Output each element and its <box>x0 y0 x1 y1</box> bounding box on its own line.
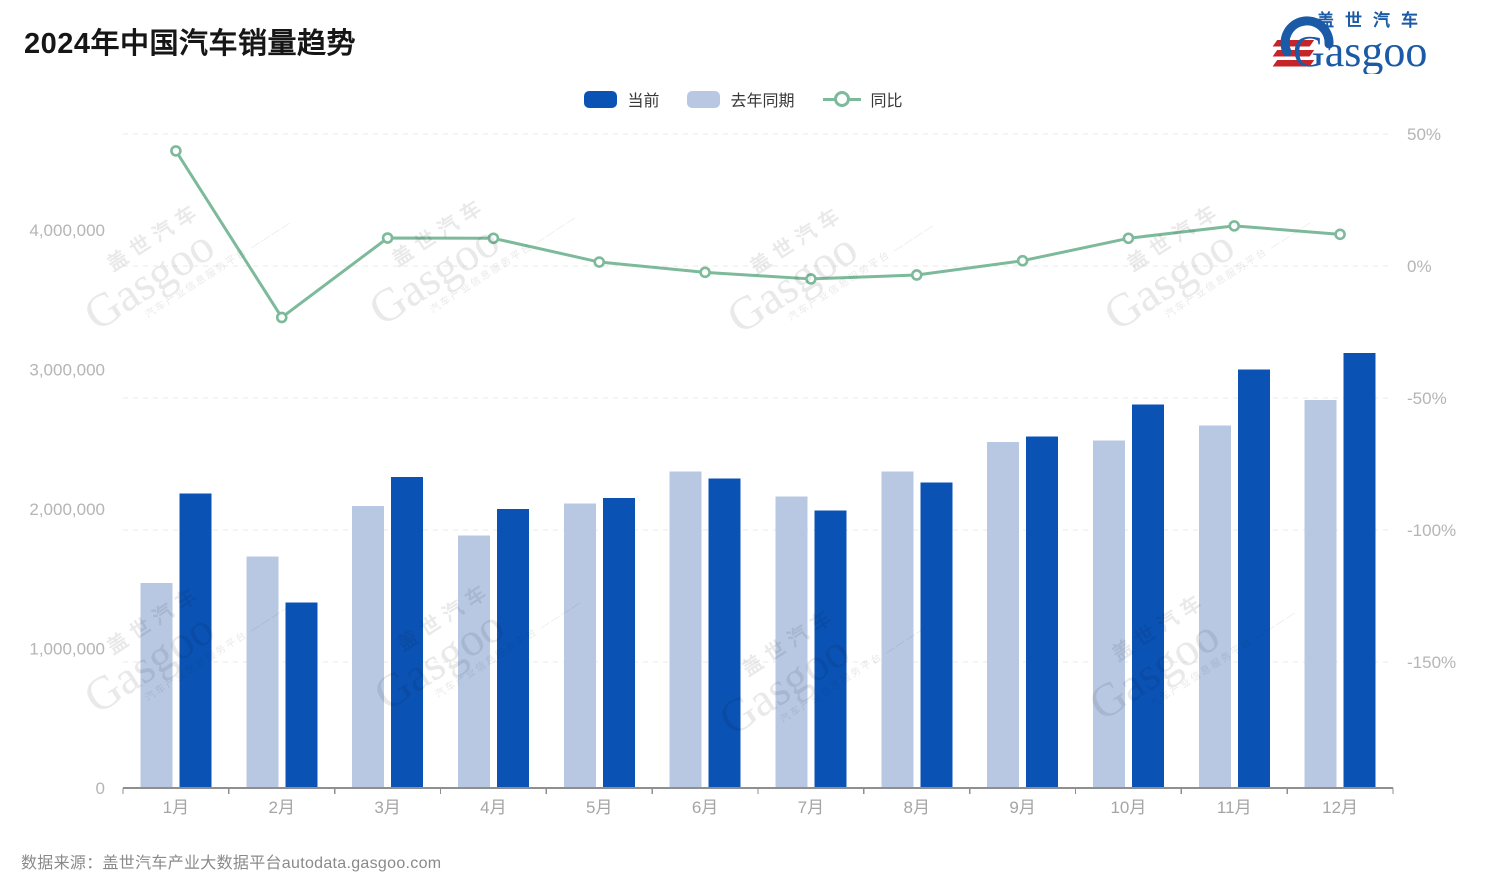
x-axis-label: 12月 <box>1322 798 1358 817</box>
bar-last-year-5月 <box>563 503 596 788</box>
legend-item-current[interactable]: 当前 <box>584 87 659 111</box>
bar-current-8月 <box>920 482 953 788</box>
bar-last-year-1月 <box>140 582 173 788</box>
x-axis-label: 5月 <box>586 798 612 817</box>
legend-swatch-last-year <box>687 90 721 108</box>
chart-legend: 当前 去年同期 同比 <box>0 86 1487 112</box>
x-axis-label: 2月 <box>269 798 295 817</box>
left-axis-label: 3,000,000 <box>29 361 105 380</box>
bar-current-4月 <box>496 509 529 788</box>
legend-yoy-circle-icon <box>833 91 850 107</box>
gasgoo-logo: 盖世汽车 Gasgoo <box>1272 10 1429 74</box>
bar-current-6月 <box>708 478 741 788</box>
gasgoo-logo-english: Gasgoo <box>1293 27 1427 74</box>
left-axis-label: 1,000,000 <box>29 640 105 659</box>
left-axis-label: 4,000,000 <box>29 221 105 240</box>
x-axis-label: 9月 <box>1009 798 1035 817</box>
bar-last-year-6月 <box>669 471 702 788</box>
bar-last-year-4月 <box>457 535 490 788</box>
legend-label-last-year: 去年同期 <box>730 93 795 110</box>
bar-current-10月 <box>1131 404 1164 788</box>
gasgoo-logo-arc <box>1280 16 1334 57</box>
legend-item-yoy[interactable]: 同比 <box>822 87 903 111</box>
x-axis-label: 8月 <box>904 798 930 817</box>
yoy-line <box>174 150 1341 319</box>
right-axis-label: 50% <box>1407 125 1441 144</box>
legend-label-yoy: 同比 <box>870 93 903 110</box>
bar-last-year-7月 <box>775 496 808 788</box>
bar-current-3月 <box>391 476 424 788</box>
yoy-point-1月 <box>170 145 182 157</box>
legend-item-last-year[interactable]: 去年同期 <box>687 87 795 111</box>
bar-last-year-8月 <box>881 471 914 788</box>
legend-swatch-yoy <box>822 89 861 109</box>
x-axis-label: 11月 <box>1217 798 1252 817</box>
x-axis-label: 10月 <box>1110 798 1146 817</box>
left-axis-label: 2,000,000 <box>29 500 105 519</box>
bar-last-year-12月 <box>1304 400 1337 788</box>
right-axis-label: -100% <box>1407 521 1456 540</box>
left-axis-label: 0 <box>96 779 105 798</box>
bar-current-1月 <box>179 493 212 788</box>
legend-label-current: 当前 <box>627 93 660 110</box>
x-axis-label: 3月 <box>374 798 400 817</box>
yoy-point-9月 <box>1016 254 1029 267</box>
bar-last-year-9月 <box>987 442 1020 788</box>
right-axis-label: 0% <box>1407 257 1432 276</box>
yoy-point-2月 <box>275 311 288 324</box>
yoy-point-7月 <box>805 273 817 285</box>
x-axis-label: 6月 <box>692 798 718 817</box>
yoy-point-3月 <box>381 232 394 244</box>
yoy-point-5月 <box>593 256 606 268</box>
bar-current-9月 <box>1026 436 1059 788</box>
right-axis-label: -150% <box>1407 653 1456 672</box>
x-axis-label: 4月 <box>480 798 506 817</box>
right-axis-label: -50% <box>1407 389 1447 408</box>
yoy-point-4月 <box>487 232 500 245</box>
legend-swatch-current <box>584 90 618 108</box>
data-source-note: 数据来源：盖世汽车产业大数据平台autodata.gasgoo.com <box>21 855 442 872</box>
yoy-point-6月 <box>699 266 711 279</box>
yoy-point-10月 <box>1122 232 1135 245</box>
bar-last-year-11月 <box>1198 425 1231 788</box>
bar-last-year-3月 <box>352 506 385 788</box>
bar-current-2月 <box>285 602 318 788</box>
bar-current-12月 <box>1343 352 1376 788</box>
gasgoo-logo-chinese: 盖世汽车 <box>1317 10 1429 30</box>
bar-current-5月 <box>602 497 635 788</box>
yoy-point-12月 <box>1334 228 1346 241</box>
bar-current-11月 <box>1237 369 1270 788</box>
bar-current-7月 <box>814 510 847 788</box>
x-axis-label: 1月 <box>163 798 189 817</box>
page-title: 2024年中国汽车销量趋势 <box>24 28 357 60</box>
bar-last-year-10月 <box>1092 440 1125 788</box>
yoy-point-8月 <box>910 269 923 281</box>
bar-last-year-2月 <box>246 556 279 788</box>
yoy-point-11月 <box>1228 220 1241 232</box>
x-axis-label: 7月 <box>798 798 824 817</box>
